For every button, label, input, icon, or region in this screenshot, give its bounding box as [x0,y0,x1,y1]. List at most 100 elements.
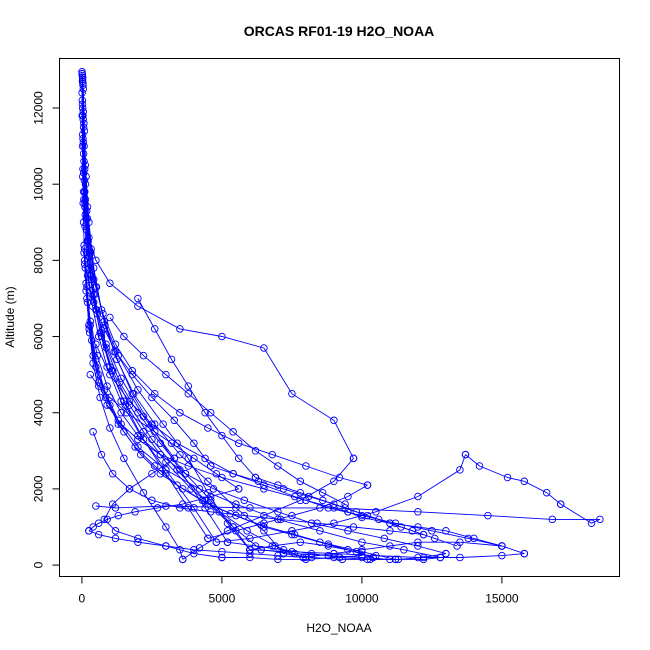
data-point [470,534,478,543]
data-point [386,519,394,527]
data-point [414,492,422,501]
data-point [134,302,142,310]
data-point [94,332,103,341]
data-point [178,500,187,508]
data-point [542,488,551,497]
data-point [153,504,162,512]
series-line [182,458,354,560]
data-point [456,538,464,546]
y-axis-label: Altitude (m) [3,286,17,347]
data-point [234,485,243,493]
data-point [176,408,184,417]
data-point [81,195,90,204]
data-point [288,511,296,520]
data-point [162,469,170,478]
data-point [456,466,464,474]
data-point [206,462,215,470]
data-point [178,485,187,493]
data-point [131,443,139,451]
data-point [316,504,324,512]
data-point [78,69,86,78]
data-point [85,527,93,535]
data-point [556,500,565,508]
data-point [414,508,422,516]
data-point [276,515,285,524]
data-point [139,351,148,360]
data-point [341,504,349,512]
data-point [117,408,125,417]
data-point [234,439,243,447]
data-point [324,540,333,548]
data-point [100,325,109,333]
data-point [94,382,103,390]
data-point [111,527,120,535]
data-point [587,519,596,527]
data-point [274,551,282,560]
data-point [94,370,103,379]
series-line [95,344,502,547]
data-point [209,485,218,493]
data-point [358,511,366,520]
data-point [117,374,125,383]
y-tick-label: 12000 [32,91,46,125]
series-line [221,555,362,560]
y-tick-label: 10000 [32,167,46,201]
data-point [430,534,439,543]
data-point [85,328,94,337]
x-axis: 0 5000 10000 15000 [79,576,519,606]
data-point [464,534,473,543]
data-point [190,549,198,558]
data-point [296,496,305,505]
series-line [89,332,396,560]
x-tick-label: 15000 [485,592,519,606]
data-point [212,469,221,478]
data-point [442,549,450,558]
data-point [461,450,470,459]
data-point [114,511,123,520]
data-point [83,271,92,280]
data-point [380,534,389,543]
data-point [302,496,310,505]
data-point [120,332,128,341]
series-6 [92,500,604,527]
data-point [218,553,226,562]
series-3 [78,69,221,546]
data-point [106,424,114,432]
data-point [274,462,282,470]
data-point [128,370,137,379]
data-point [120,397,128,406]
data-point [134,294,142,303]
series-32 [80,256,215,470]
series-28 [81,199,372,489]
data-point [82,172,90,181]
data-point [204,534,212,543]
data-point [307,553,316,562]
data-point [240,511,249,520]
data-point [302,462,310,470]
series-line [207,484,368,539]
data-point [330,500,338,508]
data-point [218,473,226,482]
series-line [83,252,349,513]
data-point [206,408,215,417]
data-point [318,496,327,505]
data-point [251,447,260,455]
data-point [274,481,282,489]
series-line [84,264,374,558]
data-point [358,546,366,554]
data-point [176,546,184,554]
data-point [190,546,198,554]
data-point [358,538,366,546]
series-layer [78,68,604,564]
data-point [520,549,529,558]
data-point [288,389,296,398]
data-point [80,127,89,135]
data-point [106,279,114,287]
data-point [335,473,344,482]
series-22 [80,260,377,562]
data-point [251,473,260,482]
data-point [83,298,92,307]
series-27 [204,481,372,543]
data-point [330,553,338,562]
data-point [92,306,100,314]
